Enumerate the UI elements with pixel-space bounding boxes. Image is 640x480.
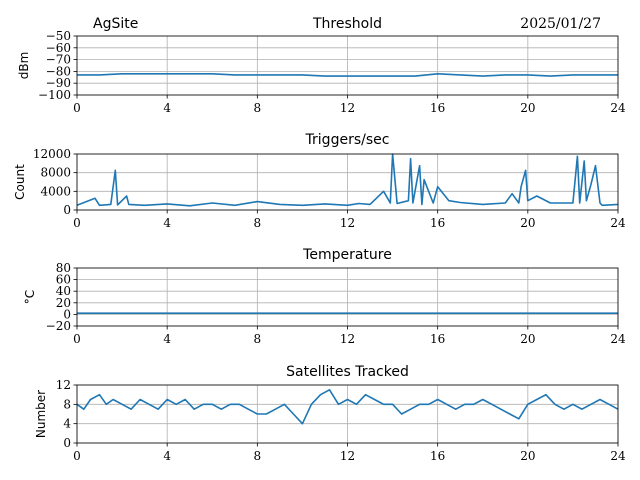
satellites-ytick-label: 12	[56, 378, 71, 392]
temperature-ytick-label: 0	[63, 307, 71, 321]
threshold-xtick-label: 8	[254, 101, 262, 115]
triggers-xtick-label: 24	[610, 216, 626, 230]
threshold-ytick-label: −90	[46, 76, 71, 90]
threshold-ytick-label: −60	[46, 41, 71, 55]
threshold-ytick-label: −100	[38, 88, 71, 102]
triggers-title: Triggers/sec	[305, 132, 390, 148]
triggers-ytick-label: 12000	[33, 147, 71, 161]
triggers-xtick-label: 8	[254, 216, 262, 230]
temperature-xtick-label: 20	[520, 332, 535, 346]
temperature-ytick-label: 40	[56, 284, 71, 298]
triggers-xtick-label: 0	[73, 216, 81, 230]
triggers-panel: 0 4 8 12 16 20 24 0 4000 8000 12000 Triggers/sec Cou…	[13, 132, 626, 230]
satellites-xtick-label: 0	[73, 449, 81, 463]
satellites-xtick-label: 20	[520, 449, 535, 463]
threshold-ytick-label: −50	[46, 29, 71, 43]
threshold-ylabel: dBm	[17, 52, 31, 80]
threshold-series-line	[77, 73, 618, 77]
satellites-ytick-label: 0	[63, 436, 71, 450]
satellites-panel: 0 4 8 12 16 20 24 0 4 8 12 Satellites Tracked Number	[34, 364, 626, 463]
triggers-ylabel: Count	[13, 164, 27, 200]
satellites-xtick-label: 12	[340, 449, 355, 463]
threshold-xtick-label: 20	[520, 101, 535, 115]
satellites-ytick-label: 4	[63, 417, 71, 431]
satellites-ytick-label: 8	[63, 397, 71, 411]
temperature-title: Temperature	[302, 247, 392, 263]
site-label: AgSite	[93, 16, 138, 32]
threshold-xtick-label: 24	[610, 101, 626, 115]
satellites-xtick-label: 4	[163, 449, 171, 463]
temperature-xtick-label: 8	[254, 332, 262, 346]
temperature-xtick-label: 12	[340, 332, 355, 346]
satellites-xtick-label: 8	[254, 449, 262, 463]
temperature-xtick-label: 16	[430, 332, 445, 346]
threshold-ytick-label: −80	[46, 64, 71, 78]
temperature-xtick-label: 4	[163, 332, 171, 346]
threshold-panel: 0 4 8 12 16 20 24 −100−90−80−70−60−50 Threshold d…	[17, 16, 626, 115]
triggers-ytick-label: 0	[63, 203, 71, 217]
threshold-xtick-label: 16	[430, 101, 445, 115]
threshold-ytick-label: −70	[46, 53, 71, 67]
temperature-xtick-label: 0	[73, 332, 81, 346]
satellites-title: Satellites Tracked	[286, 364, 409, 380]
temperature-xtick-label: 24	[610, 332, 626, 346]
triggers-series-line	[76, 153, 619, 207]
threshold-xtick-label: 4	[163, 101, 171, 115]
triggers-xtick-label: 20	[520, 216, 535, 230]
date-label: 2025/01/27	[520, 16, 601, 32]
satellites-ylabel: Number	[34, 390, 48, 438]
triggers-xtick-label: 16	[430, 216, 445, 230]
temperature-ytick-label: 60	[56, 273, 71, 287]
temperature-ytick-label: 80	[56, 261, 71, 275]
threshold-title: Threshold	[312, 16, 382, 32]
temperature-ylabel: °C	[23, 290, 37, 304]
temperature-ytick-label: −20	[46, 319, 71, 333]
threshold-xtick-label: 0	[73, 101, 81, 115]
threshold-xtick-label: 12	[340, 101, 355, 115]
triggers-xtick-label: 4	[163, 216, 171, 230]
satellites-xtick-label: 24	[610, 449, 626, 463]
satellites-series-line	[76, 389, 619, 425]
triggers-xtick-label: 12	[340, 216, 355, 230]
satellites-xtick-label: 16	[430, 449, 445, 463]
triggers-ytick-label: 4000	[40, 184, 71, 198]
temperature-ytick-label: 20	[56, 296, 71, 310]
triggers-ytick-label: 8000	[40, 166, 71, 180]
